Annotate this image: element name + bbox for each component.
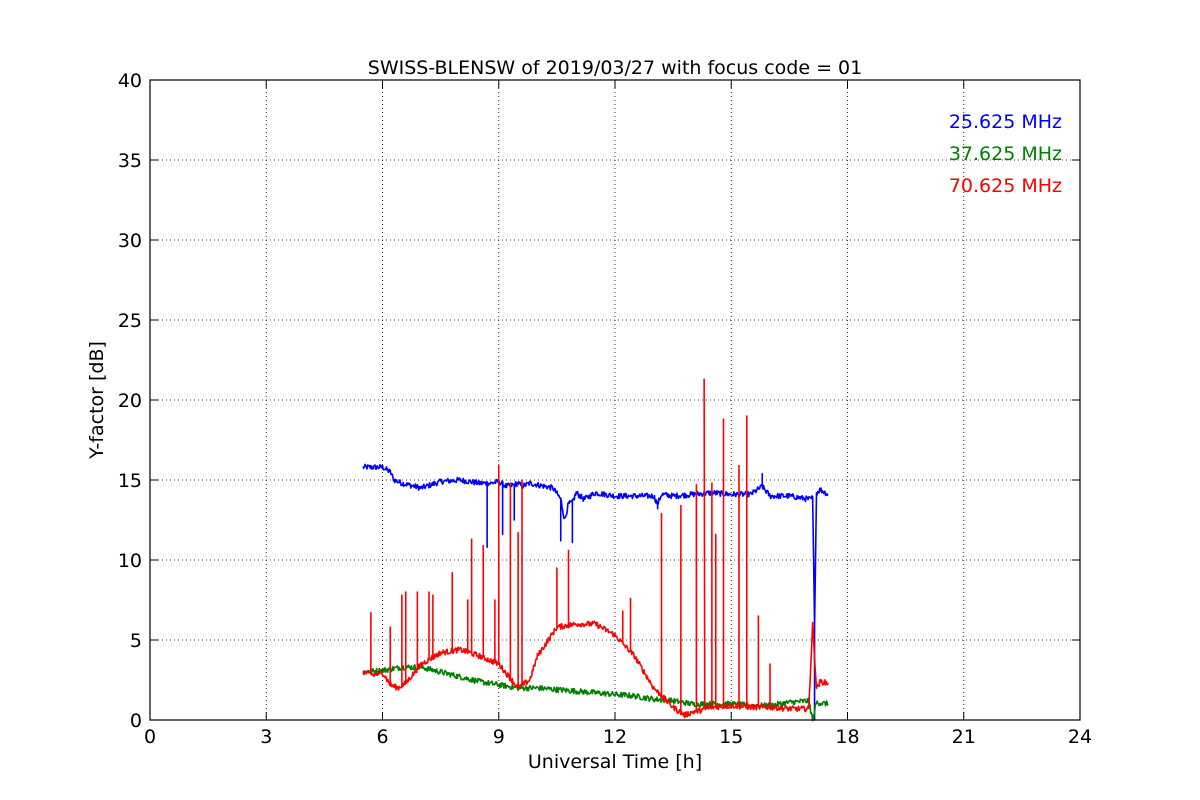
- tick-layer: [149, 79, 1081, 721]
- y-tick-label: 40: [118, 70, 142, 92]
- x-tick-label: 6: [376, 726, 388, 748]
- y-tick-label: 35: [118, 150, 142, 172]
- x-tick-label: 24: [1068, 726, 1092, 748]
- x-tick-label: 15: [719, 726, 743, 748]
- legend-entry: 25.625 MHz: [949, 111, 1062, 133]
- y-tick-label: 20: [118, 390, 142, 412]
- y-tick-label: 5: [130, 630, 142, 652]
- legend: 25.625 MHz 37.625 MHz 70.625 MHz: [949, 111, 1062, 197]
- y-tick-label: 0: [130, 710, 142, 732]
- y-tick-label: 30: [118, 230, 142, 252]
- y-tick-label: 25: [118, 310, 142, 332]
- x-tick-label: 9: [493, 726, 505, 748]
- x-tick-label: 18: [835, 726, 859, 748]
- y-tick-label: 10: [118, 550, 142, 572]
- x-tick-label: 12: [603, 726, 627, 748]
- x-axis-title: Universal Time [h]: [528, 751, 702, 773]
- series-3: [362, 378, 829, 719]
- y-axis-title: Y-factor [dB]: [86, 341, 108, 460]
- series-line: [362, 463, 829, 721]
- series-1: [362, 463, 829, 721]
- grid-layer: [150, 80, 1080, 720]
- legend-entry: 70.625 MHz: [949, 175, 1062, 197]
- label-layer: 0 3 6 9 12 15 18 21 24 0 5 10 15 20 25 30 35 40: [118, 70, 1092, 748]
- x-tick-label: 0: [144, 726, 156, 748]
- x-tick-label: 3: [260, 726, 272, 748]
- series-line: [362, 378, 829, 719]
- chart-title: SWISS-BLENSW of 2019/03/27 with focus co…: [368, 57, 862, 79]
- series-layer: [362, 378, 829, 722]
- x-tick-label: 21: [952, 726, 976, 748]
- legend-entry: 37.625 MHz: [949, 143, 1062, 165]
- y-tick-label: 15: [118, 470, 142, 492]
